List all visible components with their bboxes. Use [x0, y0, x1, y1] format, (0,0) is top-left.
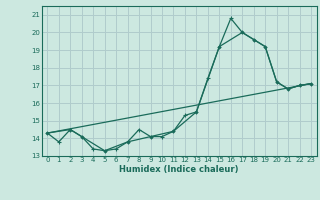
X-axis label: Humidex (Indice chaleur): Humidex (Indice chaleur) — [119, 165, 239, 174]
